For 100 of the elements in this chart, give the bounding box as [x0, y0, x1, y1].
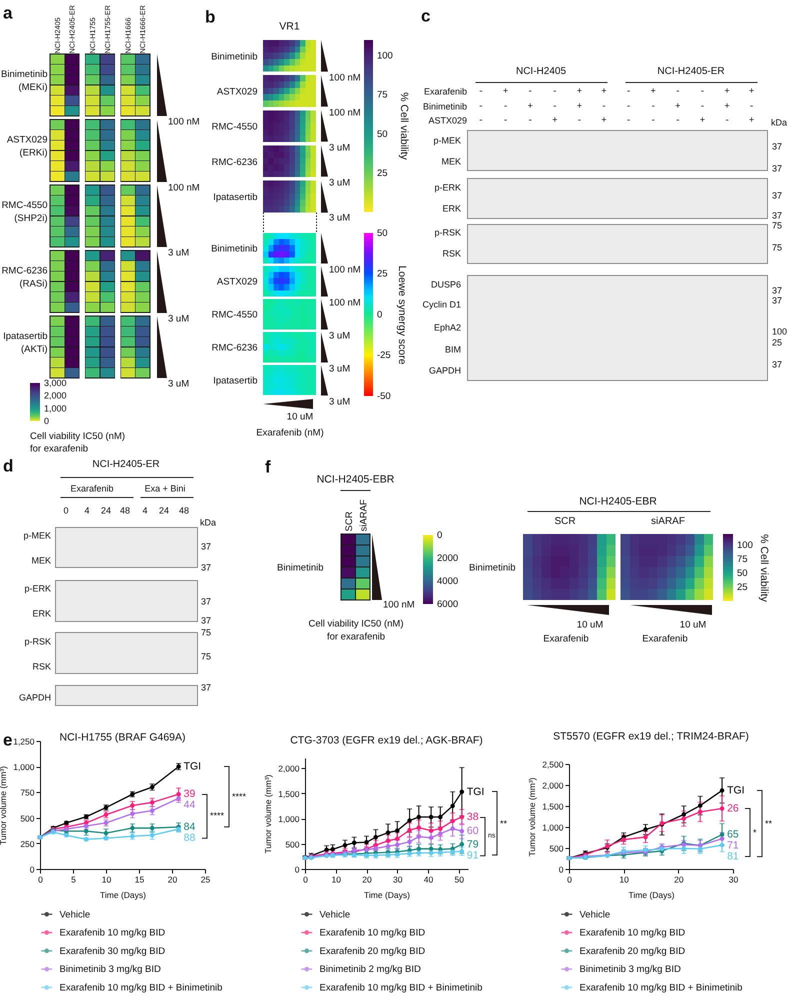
- y-tick-label: ASTX029 (ERKi): [6, 134, 48, 158]
- text: 4: [142, 506, 148, 516]
- text: Exarafenib: [424, 86, 467, 96]
- x-axis-title: Time (Days): [628, 890, 675, 900]
- text: GAPDH: [18, 692, 51, 702]
- text: NCI-H2405-ER: [657, 66, 725, 77]
- color-bar-label: 50: [737, 568, 748, 580]
- color-bar-label: 50: [377, 128, 388, 140]
- color-bar-label: 25: [377, 168, 388, 179]
- color-bar-label: 4000: [437, 576, 458, 587]
- y-axis-title: Tumor volume (mm³): [263, 774, 274, 854]
- text: 37: [201, 542, 212, 552]
- text: 100 nM: [168, 116, 200, 128]
- y-tick-label: 500: [285, 839, 300, 850]
- text: - + - - + + - + - - + +: [478, 86, 754, 96]
- text: 100 nM: [329, 107, 361, 118]
- text: Exarafenib: [70, 484, 114, 494]
- text: p-ERK: [24, 584, 51, 594]
- y-tick-label: RMC-6236 (RASi): [2, 265, 48, 290]
- x-tick-label: 20: [362, 874, 372, 884]
- text: 3 uM: [329, 330, 350, 342]
- text: ASTX029: [428, 116, 467, 126]
- x-tick-label: 20: [674, 874, 684, 884]
- y-axis-title: Binimetinib: [469, 562, 516, 574]
- y-tick-label: ASTX029: [216, 276, 258, 288]
- color-bar-label: 100: [377, 50, 393, 62]
- y-tick-label: RMC-6236: [212, 342, 258, 354]
- y-tick-label: Ipatasertib: [213, 192, 258, 203]
- legend-label: Exarafenib 10 mg/kg BID: [60, 928, 166, 939]
- y-tick-label: 500: [20, 813, 35, 824]
- text: Exa + Bini: [144, 484, 186, 494]
- legend-label: Vehicle: [580, 909, 610, 920]
- annotation: TGI: [727, 784, 745, 796]
- y-tick-label: Ipatasertib (AKTi): [3, 330, 48, 355]
- text: 3 uM: [329, 142, 350, 154]
- legend-label: Exarafenib 10 mg/kg BID: [320, 928, 426, 939]
- legend-label: Exarafenib 10 mg/kg BID + Binimetinib: [60, 982, 222, 994]
- y-tick-label: Binimetinib: [211, 244, 258, 255]
- y-tick-label: 750: [20, 788, 35, 798]
- text: RSK: [32, 662, 51, 672]
- y-tick-label: 0: [30, 864, 35, 874]
- text: 10 uM: [286, 411, 314, 422]
- text: 37: [772, 296, 782, 306]
- x-tick-label: 10: [332, 874, 342, 884]
- text: BIM: [444, 344, 461, 354]
- text: e: [3, 730, 12, 750]
- y-tick-label: 1,250: [13, 736, 35, 746]
- text: f: [265, 458, 271, 476]
- x-tick-label: 15: [134, 874, 144, 884]
- text: p-MEK: [433, 136, 461, 146]
- text: kDa: [200, 518, 216, 528]
- color-bar-label: 2,000: [44, 390, 67, 401]
- annotation: 26: [727, 802, 739, 815]
- text: p-RSK: [434, 228, 461, 238]
- legend-label: Exarafenib 10 mg/kg BID + Binimetinib: [320, 982, 482, 994]
- y-tick-label: RMC-4550: [212, 310, 258, 321]
- chart-title: NCI-H2405-EBR: [579, 496, 658, 508]
- text: p-ERK: [434, 182, 461, 192]
- text: 48: [178, 506, 190, 516]
- y-axis-title: Tumor volume (mm³): [0, 766, 8, 846]
- text: Cyclin D1: [422, 300, 461, 310]
- legend-label: Exarafenib 20 mg/kg BID: [320, 946, 426, 957]
- text: DUSP6: [430, 280, 461, 290]
- text: 37: [772, 142, 782, 152]
- annotation: 91: [466, 849, 479, 862]
- text: 37: [201, 596, 212, 606]
- chart-title: NCI-H1755 (BRAF G469A): [59, 732, 186, 744]
- text: 75: [201, 628, 212, 638]
- x-tick-label: 40: [424, 874, 434, 884]
- annotation: TGI: [466, 786, 484, 798]
- text: ****: [210, 810, 224, 821]
- legend-label: Vehicle: [60, 909, 90, 920]
- x-tick-label: 10: [102, 874, 112, 884]
- annotation: 44: [184, 799, 196, 812]
- color-bar-label: 100: [737, 540, 753, 552]
- x-tick-label: 50: [454, 874, 464, 884]
- color-bar-title: % Cell viability: [758, 534, 770, 603]
- color-bar-label: 2000: [437, 553, 458, 564]
- text: GAPDH: [428, 366, 461, 376]
- color-bar-label: 0: [376, 309, 382, 320]
- text: 100 nM: [329, 298, 361, 309]
- x-tick-label: 5: [71, 874, 76, 884]
- x-axis-title: Cell viability IC50 (nM) for exarafenib: [308, 618, 404, 642]
- x-tick-label: 30: [728, 874, 738, 884]
- legend-label: Vehicle: [320, 909, 350, 920]
- annotation: TGI: [184, 760, 202, 773]
- annotation: 81: [727, 850, 739, 863]
- text: EphA2: [434, 322, 461, 332]
- y-tick-label: 1,000: [278, 814, 300, 824]
- x-tick-label: 0: [303, 874, 308, 884]
- text: 37: [772, 164, 782, 174]
- color-bar-title: Loewe synergy score: [396, 265, 407, 365]
- y-tick-label: 0: [558, 864, 564, 874]
- text: p-RSK: [24, 636, 51, 646]
- text: ERK: [442, 204, 461, 214]
- y-tick-label: 1,000: [13, 762, 35, 772]
- text: 100 nM: [383, 599, 415, 610]
- legend-label: Binimetinib 3 mg/kg BID: [580, 964, 682, 976]
- y-tick-label: Binimetinib: [211, 51, 258, 62]
- text: 3 uM: [168, 378, 190, 390]
